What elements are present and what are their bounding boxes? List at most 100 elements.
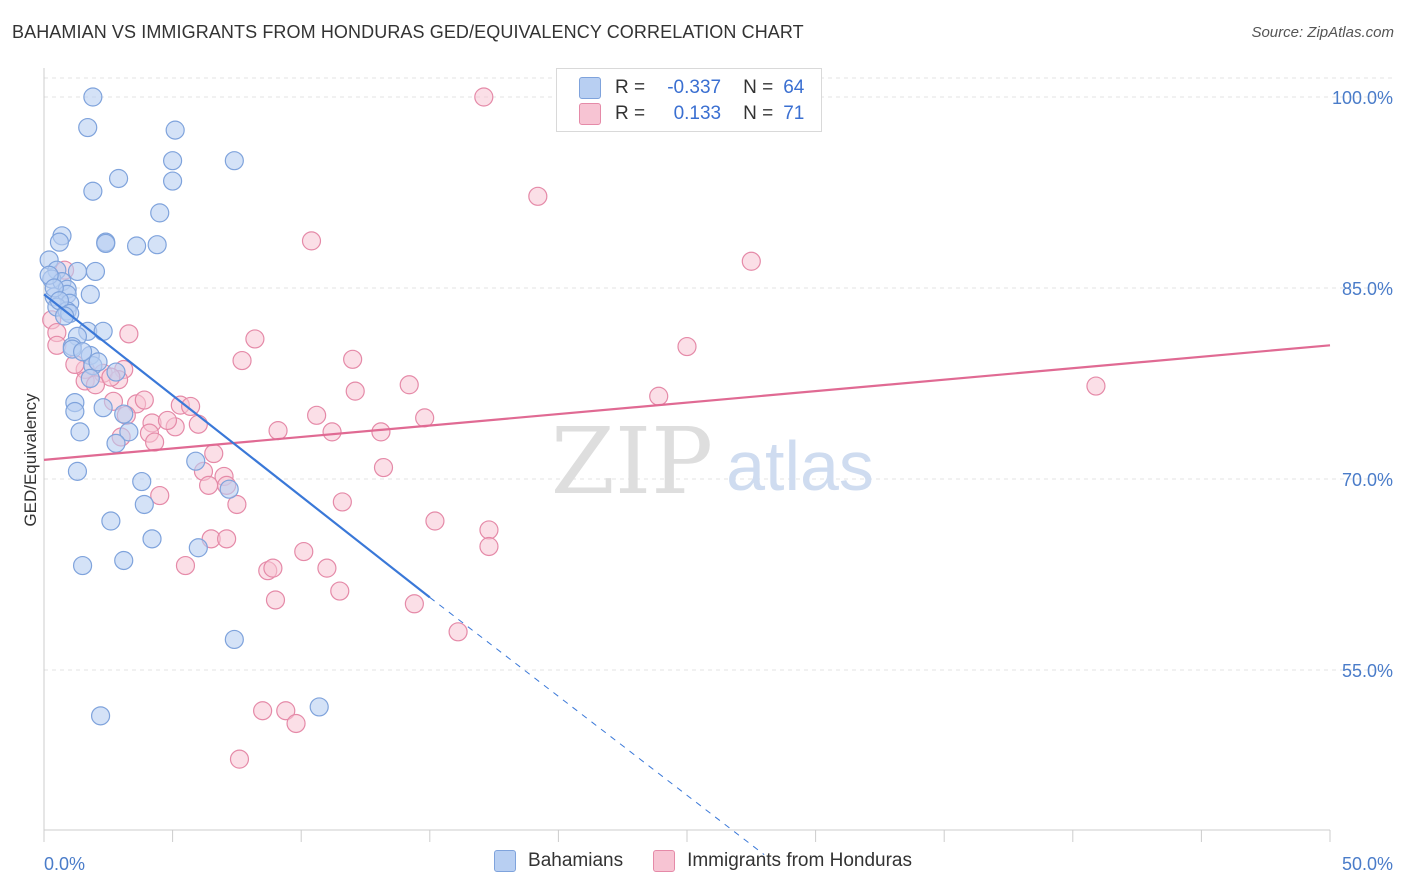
data-point-bahamians — [219, 479, 239, 499]
data-point-bahamians — [163, 171, 183, 191]
data-point-honduras — [479, 520, 499, 540]
data-point-bahamians — [106, 362, 126, 382]
data-point-bahamians — [88, 352, 108, 372]
data-point-bahamians — [224, 151, 244, 171]
data-point-honduras — [175, 555, 196, 576]
data-point-bahamians — [147, 235, 167, 255]
data-point-honduras — [232, 350, 252, 371]
series-bahamians-points — [39, 87, 329, 726]
data-point-honduras — [404, 594, 424, 614]
data-point-honduras — [1086, 376, 1106, 396]
trendlines — [43, 293, 1331, 856]
data-point-honduras — [301, 231, 322, 251]
legend-item-honduras: Immigrants from Honduras — [653, 850, 912, 872]
y-tick-label: 55.0% — [1342, 661, 1393, 681]
data-point-honduras — [528, 186, 548, 206]
data-point-honduras — [649, 386, 669, 406]
legend-row-honduras: R = 0.133 N = 71 — [579, 100, 804, 128]
legend-label-honduras: Immigrants from Honduras — [687, 850, 912, 871]
data-point-honduras — [371, 422, 391, 442]
data-point-honduras — [332, 492, 352, 512]
data-point-bahamians — [114, 404, 134, 424]
data-point-honduras — [330, 581, 350, 601]
data-point-honduras — [227, 494, 247, 515]
data-point-honduras — [294, 541, 314, 562]
source-label: Source: ZipAtlas.com — [1251, 24, 1394, 41]
data-point-bahamians — [119, 422, 139, 442]
data-point-bahamians — [78, 117, 98, 138]
axes — [43, 68, 1331, 842]
data-point-bahamians — [188, 538, 208, 558]
y-tick-label: 70.0% — [1342, 470, 1393, 490]
data-point-bahamians — [93, 398, 113, 418]
data-point-honduras — [741, 251, 761, 271]
data-point-bahamians — [165, 120, 185, 140]
data-point-honduras — [157, 410, 178, 431]
data-point-honduras — [343, 349, 363, 369]
legend-label-bahamians: Bahamians — [528, 850, 624, 871]
data-point-honduras — [425, 511, 445, 531]
data-point-honduras — [276, 701, 296, 721]
data-point-honduras — [181, 396, 201, 417]
data-point-bahamians — [70, 422, 90, 442]
data-point-bahamians — [85, 261, 106, 282]
data-point-bahamians — [65, 401, 85, 422]
gridlines — [44, 77, 1392, 671]
data-point-honduras — [204, 443, 224, 464]
trendline-honduras — [43, 344, 1331, 461]
data-point-honduras — [345, 381, 365, 401]
data-point-honduras — [474, 87, 494, 107]
watermark-zip: ZIP — [551, 408, 713, 515]
data-point-honduras — [263, 558, 283, 578]
legend-r-label: R = — [615, 103, 646, 124]
data-point-honduras — [322, 422, 342, 442]
x-tick-label: 50.0% — [1342, 854, 1393, 874]
data-point-bahamians — [83, 181, 103, 201]
legend-n-value: 64 — [783, 77, 805, 98]
legend-swatch-blue — [579, 77, 601, 99]
data-point-bahamians — [309, 697, 329, 717]
y-tick-label: 85.0% — [1342, 279, 1393, 299]
legend-n-label: N = — [743, 77, 774, 98]
data-point-honduras — [373, 457, 394, 478]
data-point-honduras — [317, 558, 337, 578]
data-point-bahamians — [150, 203, 170, 223]
legend-item-bahamians: Bahamians — [494, 850, 623, 872]
legend-r-value: -0.337 — [667, 77, 722, 98]
data-point-honduras — [134, 390, 154, 410]
x-tick-label: 0.0% — [44, 854, 85, 874]
legend-n-label: N = — [743, 103, 774, 124]
data-point-honduras — [229, 749, 250, 769]
data-point-bahamians — [114, 550, 134, 571]
data-point-honduras — [286, 713, 306, 734]
data-point-bahamians — [106, 433, 126, 453]
data-point-bahamians — [72, 555, 93, 576]
legend-swatch-blue — [494, 850, 517, 872]
legend-row-bahamians: R = -0.337 N = 64 — [579, 74, 804, 102]
data-point-honduras — [217, 529, 237, 549]
data-point-bahamians — [126, 236, 147, 256]
data-point-honduras — [265, 590, 286, 610]
data-point-bahamians — [67, 261, 88, 282]
data-point-bahamians — [186, 451, 206, 471]
data-point-bahamians — [101, 511, 121, 531]
data-point-honduras — [150, 485, 170, 506]
y-axis-label: GED/Equivalency — [21, 393, 40, 527]
legend-r-label: R = — [615, 77, 646, 98]
data-point-bahamians — [54, 306, 75, 326]
data-point-bahamians — [108, 168, 129, 189]
data-point-bahamians — [90, 706, 111, 726]
data-point-honduras — [479, 536, 499, 557]
data-point-bahamians — [83, 87, 103, 107]
data-point-honduras — [253, 701, 273, 721]
data-point-honduras — [448, 622, 468, 642]
legend-swatch-pink — [579, 103, 601, 125]
legend-swatch-pink — [653, 850, 676, 872]
data-point-bahamians — [96, 233, 116, 254]
tick-labels: 55.0% 70.0% 85.0% 100.0% 0.0% 50.0% — [44, 88, 1393, 874]
data-point-bahamians — [93, 321, 113, 341]
data-point-bahamians — [134, 494, 154, 515]
data-point-bahamians — [49, 232, 70, 252]
legend-stats: R = -0.337 N = 64 R = 0.133 N = 71 — [556, 68, 822, 132]
data-point-honduras — [119, 324, 139, 344]
